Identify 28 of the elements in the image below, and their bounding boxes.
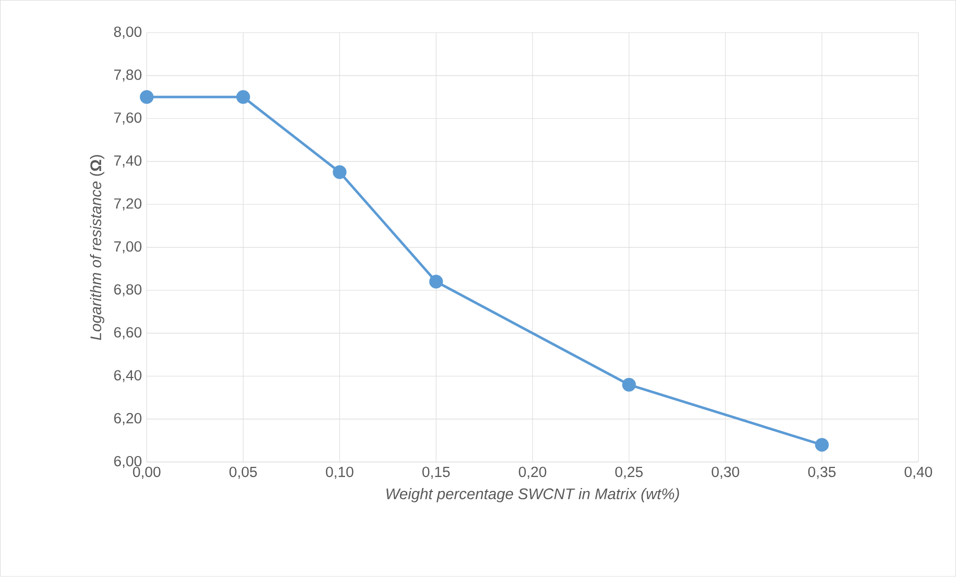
y-tick-label: 7,80 xyxy=(114,70,142,82)
x-axis-title: Weight percentage SWCNT in Matrix (wt%) xyxy=(386,488,679,502)
y-tick-label: 6,60 xyxy=(114,327,142,340)
y-tick-label: 7,60 xyxy=(114,112,142,125)
x-tick-label: 0,35 xyxy=(808,466,836,479)
x-tick-label: 0,05 xyxy=(229,466,257,479)
y-tick-label: 6,40 xyxy=(114,370,142,382)
x-tick-label: 0,40 xyxy=(904,466,932,479)
y-tick-label: 6,20 xyxy=(114,413,142,426)
y-tick-label: 8,00 xyxy=(114,26,142,39)
x-tick-label: 0,20 xyxy=(518,466,546,479)
point xyxy=(140,90,154,104)
x-tick-label: 0,15 xyxy=(422,466,450,479)
x-tick-label: 0,25 xyxy=(615,466,643,479)
point xyxy=(622,378,636,392)
x-tick-label: 0,30 xyxy=(712,466,740,479)
y-tick-label: 6,00 xyxy=(114,456,142,468)
point xyxy=(429,274,443,289)
y-tick-label: 7,00 xyxy=(114,241,142,254)
y-tick-label: 7,20 xyxy=(114,198,142,211)
y-axis-title: Logarithm of resistance (Ω) xyxy=(90,155,104,340)
y-tick-label: 6,80 xyxy=(114,284,142,296)
y-tick-label: 7,40 xyxy=(114,156,142,168)
x-tick-label: 0,10 xyxy=(326,466,354,479)
point xyxy=(236,90,250,104)
x-tick-label: 0,00 xyxy=(133,466,160,479)
point xyxy=(815,438,829,452)
point xyxy=(332,165,347,180)
